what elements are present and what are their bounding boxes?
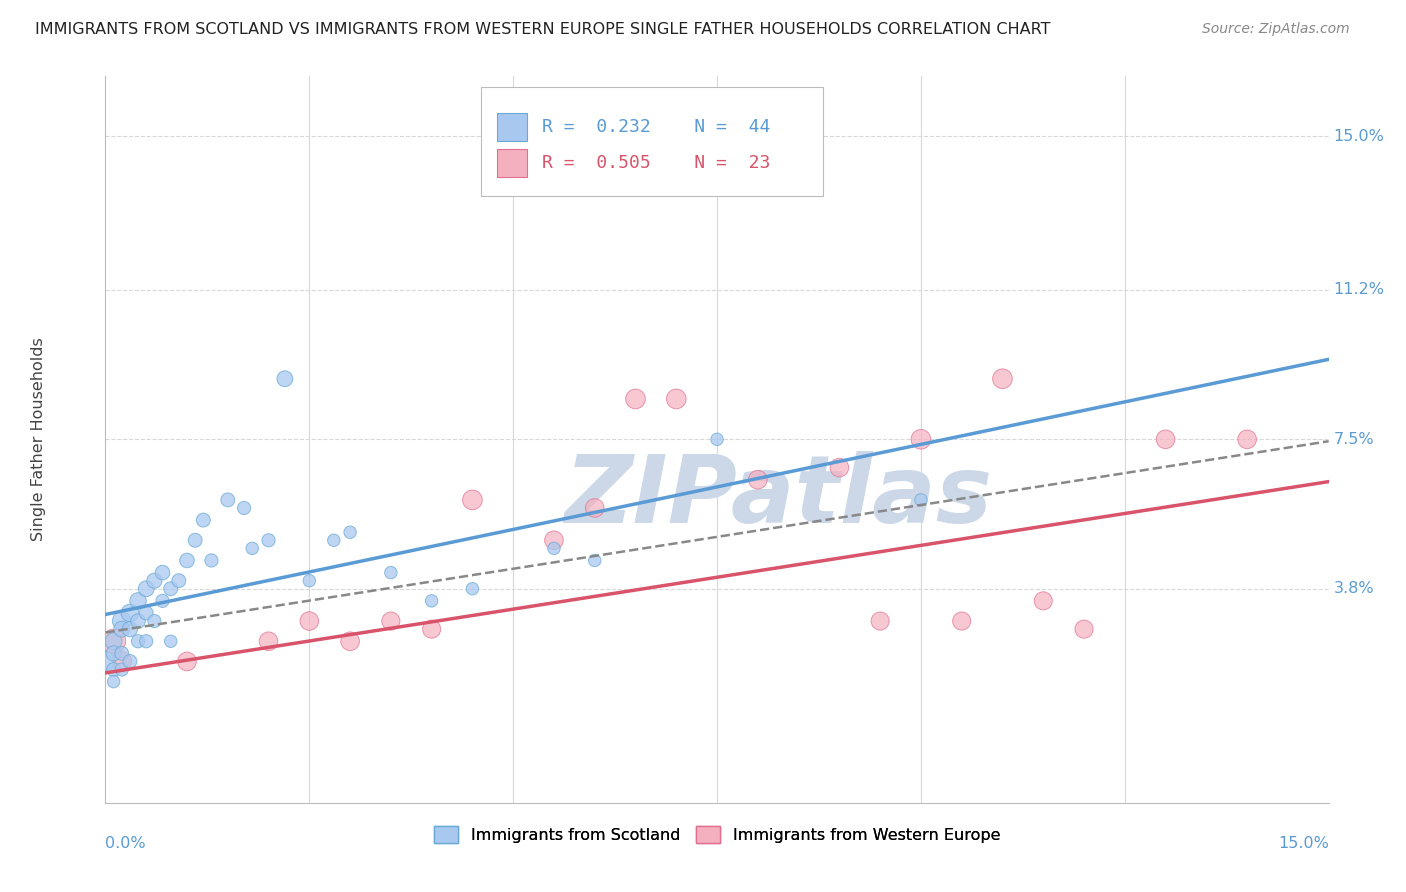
Point (127, 594, 149, 608)
Point (461, 582, 484, 596)
Point (111, 655, 134, 669)
Point (233, 500, 256, 515)
Point (103, 634, 125, 648)
Point (706, 433, 728, 447)
Point (118, 606, 141, 620)
Point (176, 553, 198, 567)
Point (103, 646, 125, 660)
Point (1154, 433, 1177, 447)
Point (118, 655, 141, 669)
Text: 11.2%: 11.2% (1333, 283, 1385, 297)
Point (118, 622, 141, 636)
Point (184, 533, 207, 548)
Point (274, 372, 297, 386)
Point (828, 460, 851, 475)
Point (111, 622, 134, 636)
Point (665, 392, 688, 406)
Text: 15.0%: 15.0% (1333, 129, 1385, 144)
Point (380, 566, 402, 580)
Point (339, 525, 361, 540)
Point (94, 655, 117, 669)
Point (420, 594, 443, 608)
Point (143, 614, 166, 628)
Point (193, 513, 215, 527)
Point (583, 500, 606, 515)
Point (869, 614, 891, 628)
Text: Source: ZipAtlas.com: Source: ZipAtlas.com (1202, 22, 1350, 37)
Point (910, 433, 932, 447)
Point (111, 663, 134, 677)
Point (135, 634, 157, 648)
Point (298, 574, 321, 588)
Point (339, 634, 361, 648)
Point (159, 582, 181, 596)
Text: IMMIGRANTS FROM SCOTLAND VS IMMIGRANTS FROM WESTERN EUROPE SINGLE FATHER HOUSEHO: IMMIGRANTS FROM SCOTLAND VS IMMIGRANTS F… (35, 22, 1050, 37)
Text: ZIPatlas: ZIPatlas (564, 451, 993, 543)
Point (135, 582, 157, 596)
Point (200, 553, 222, 567)
Point (950, 614, 973, 628)
Text: 15.0%: 15.0% (1278, 836, 1329, 850)
Point (143, 574, 166, 588)
Point (240, 541, 263, 556)
Point (543, 533, 565, 548)
FancyBboxPatch shape (481, 87, 824, 195)
Point (1032, 594, 1054, 608)
FancyBboxPatch shape (496, 149, 527, 177)
Point (298, 614, 321, 628)
Text: R =  0.232    N =  44: R = 0.232 N = 44 (543, 118, 770, 136)
FancyBboxPatch shape (496, 113, 527, 141)
Point (152, 594, 174, 608)
Legend: Immigrants from Scotland, Immigrants from Western Europe: Immigrants from Scotland, Immigrants fro… (427, 820, 1007, 849)
Point (1073, 622, 1095, 636)
Point (103, 674, 125, 689)
Point (127, 614, 149, 628)
Point (152, 566, 174, 580)
Point (217, 492, 239, 507)
Point (583, 553, 606, 567)
Point (127, 634, 149, 648)
Point (159, 634, 181, 648)
Point (1236, 433, 1258, 447)
Point (167, 574, 190, 588)
Text: 3.8%: 3.8% (1333, 582, 1374, 596)
Point (257, 533, 280, 548)
Point (747, 473, 769, 487)
Text: R =  0.505    N =  23: R = 0.505 N = 23 (543, 154, 770, 172)
Point (461, 492, 484, 507)
Point (543, 541, 565, 556)
Point (322, 533, 344, 548)
Point (111, 646, 134, 660)
Text: 7.5%: 7.5% (1333, 432, 1374, 447)
Text: Single Father Households: Single Father Households (31, 337, 45, 541)
Point (111, 614, 134, 628)
Point (910, 492, 932, 507)
Point (991, 372, 1014, 386)
Point (103, 663, 125, 677)
Point (420, 622, 443, 636)
Point (103, 634, 125, 648)
Point (135, 606, 157, 620)
Point (380, 614, 402, 628)
Point (624, 392, 647, 406)
Text: 0.0%: 0.0% (105, 836, 146, 850)
Point (176, 655, 198, 669)
Point (257, 634, 280, 648)
